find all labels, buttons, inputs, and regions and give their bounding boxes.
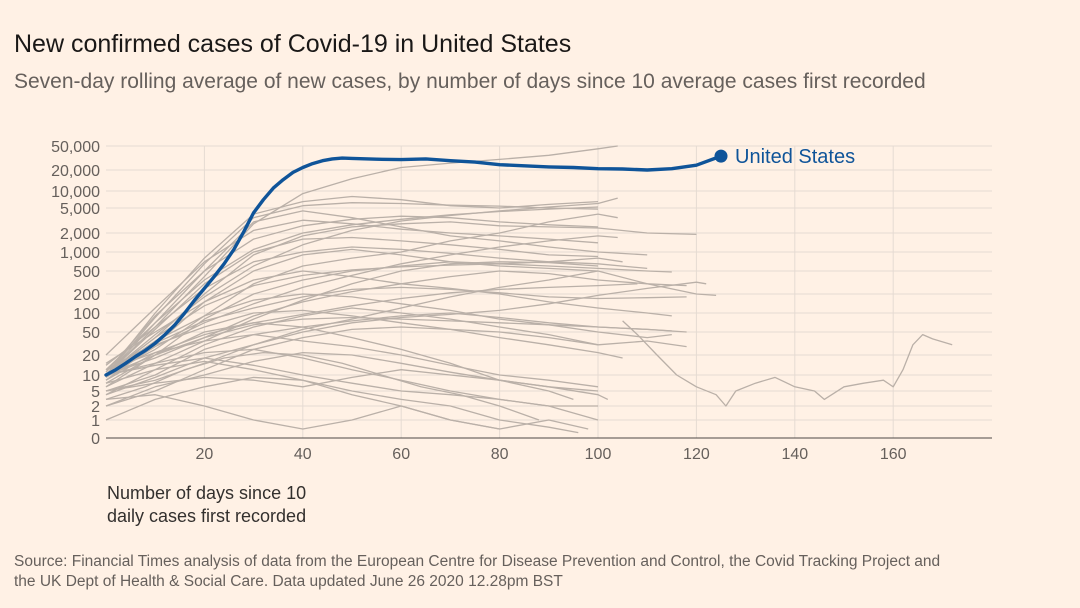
source-note: Source: Financial Times analysis of data…: [14, 552, 1074, 592]
context-series-group: [105, 145, 953, 434]
context-series-line: [105, 270, 672, 364]
context-series-line: [105, 293, 672, 376]
y-tick-label: 20,000: [51, 163, 100, 180]
chart-subtitle: Seven-day rolling average of new cases, …: [14, 70, 926, 93]
united-states-line: [104, 154, 723, 377]
y-tick-label: 5: [91, 384, 100, 401]
y-tick-label: 2: [91, 399, 100, 416]
y-tick-label: 5,000: [60, 201, 100, 218]
x-axis-title-line2: daily cases first recorded: [107, 506, 307, 526]
y-tick-label: 2,000: [60, 226, 100, 243]
x-tick-label: 20: [196, 446, 214, 463]
y-tick-label: 1,000: [60, 245, 100, 262]
context-series-line: [105, 309, 623, 376]
y-tick-label: 1: [91, 413, 100, 430]
x-tick-label: 60: [392, 446, 410, 463]
chart-title: New confirmed cases of Covid-19 in Unite…: [14, 30, 572, 58]
y-tick-label: 100: [73, 306, 100, 323]
context-series-line: [105, 360, 500, 430]
context-series-line: [105, 357, 598, 407]
highlight-series-group: United States: [104, 146, 855, 377]
context-series-line: [105, 351, 599, 407]
context-series-line: [105, 322, 574, 401]
context-series-line: [105, 326, 599, 407]
united-states-label: United States: [735, 146, 855, 168]
y-tick-label: 200: [73, 287, 100, 304]
context-series-line: [105, 283, 638, 381]
context-series-line: [105, 263, 672, 376]
context-series-line: [105, 316, 672, 376]
context-series-line: [105, 221, 697, 376]
context-series-line: [105, 248, 717, 381]
y-tick-label: 20: [82, 348, 100, 365]
x-tick-label: 80: [491, 446, 509, 463]
source-line1: Source: Financial Times analysis of data…: [14, 553, 941, 570]
context-series-line: [622, 320, 953, 407]
y-tick-label: 0: [91, 431, 100, 448]
context-series-line: [105, 215, 599, 373]
x-axis-title: Number of days since 10 daily cases firs…: [107, 482, 367, 528]
context-series-line: [105, 394, 589, 430]
y-tick-label: 10: [82, 368, 100, 385]
y-tick-label: 10,000: [51, 184, 100, 201]
context-series-line: [105, 213, 618, 376]
x-axis-title-line1: Number of days since 10: [107, 483, 307, 503]
y-tick-label: 50,000: [51, 139, 100, 156]
context-series-line: [105, 376, 579, 434]
context-series-line: [105, 197, 618, 376]
context-series-line: [105, 235, 618, 378]
context-series-line: [105, 210, 648, 371]
united-states-endpoint: [714, 149, 728, 163]
x-tick-label: 100: [585, 446, 612, 463]
x-axis-ticks: 20 40 60 80 100 120 140 160: [196, 446, 907, 463]
context-series-line: [105, 202, 599, 376]
context-series-line: [105, 236, 599, 376]
context-series-line: [105, 369, 609, 400]
x-tick-label: 140: [781, 446, 808, 463]
context-series-line: [105, 145, 618, 376]
y-tick-label: 50: [82, 325, 100, 342]
x-tick-label: 40: [294, 446, 312, 463]
context-series-line: [105, 333, 599, 392]
context-series-line: [105, 219, 599, 356]
context-series-line: [105, 286, 687, 371]
context-series-line: [105, 206, 599, 376]
context-series-line: [105, 281, 707, 396]
y-tick-label: 500: [73, 264, 100, 281]
x-tick-label: 120: [683, 446, 710, 463]
context-series-line: [105, 261, 599, 388]
context-series-line: [105, 348, 599, 421]
source-line2: the UK Dept of Health & Social Care. Dat…: [14, 573, 563, 590]
x-tick-label: 160: [880, 446, 907, 463]
context-series-line: [105, 246, 648, 366]
